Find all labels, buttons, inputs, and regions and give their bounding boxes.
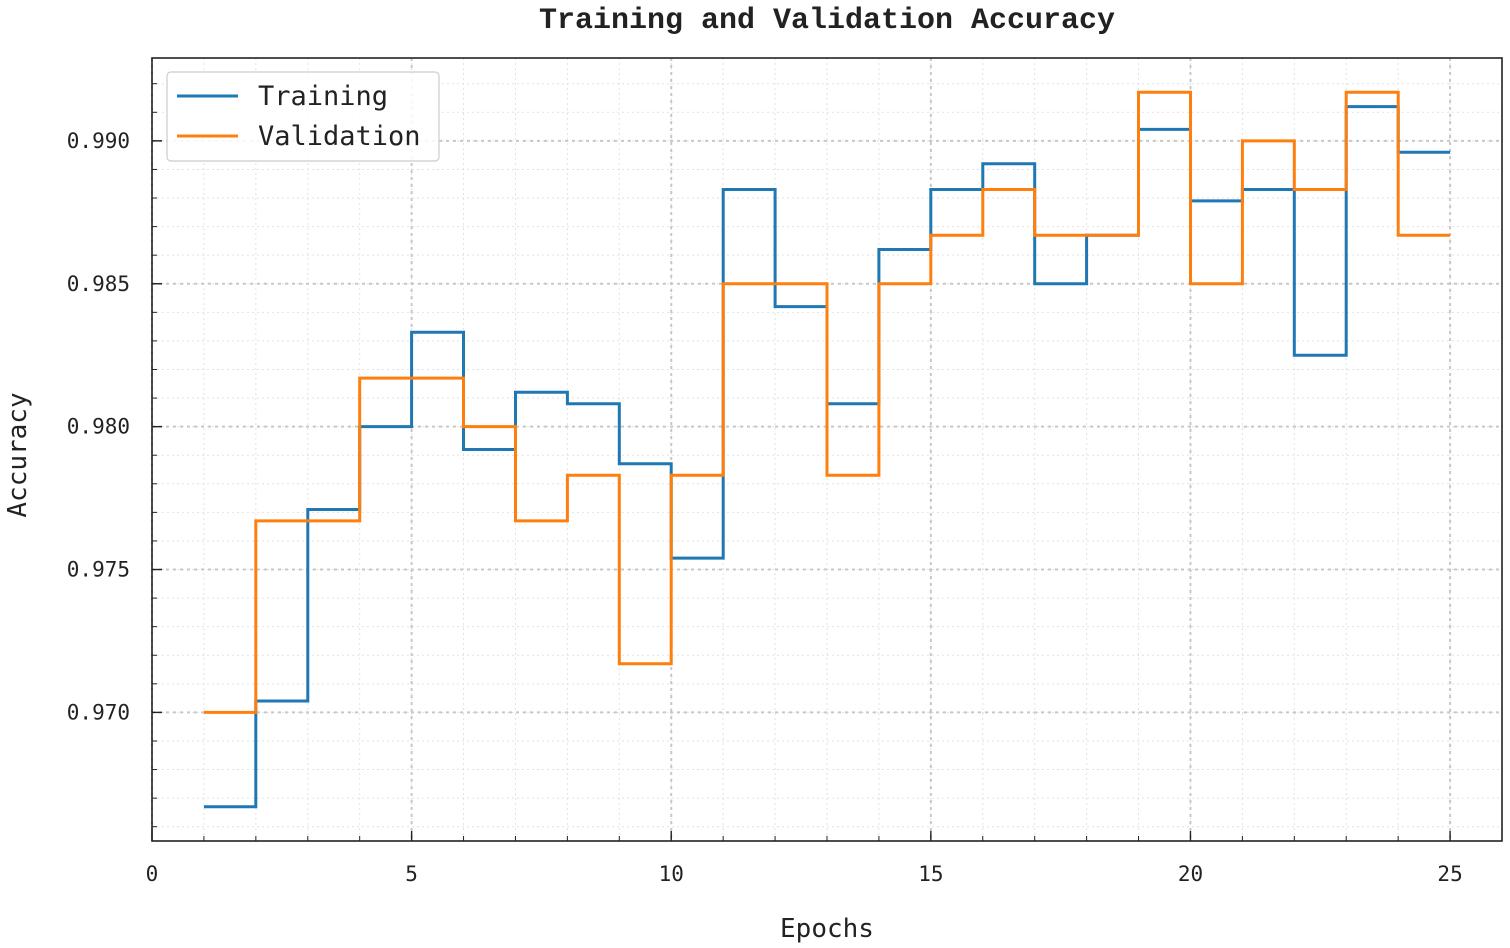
chart-title: Training and Validation Accuracy: [539, 4, 1115, 38]
series-layer: [203, 90, 1451, 809]
x-tick-label: 5: [405, 862, 418, 886]
y-tick-label: 0.970: [67, 700, 130, 724]
y-tick-label: 0.990: [67, 129, 130, 153]
y-tick-label: 0.980: [67, 415, 130, 439]
y-tick-label: 0.975: [67, 558, 130, 582]
validation-series-line: [203, 90, 1451, 714]
x-axis-label: Epochs: [780, 914, 874, 944]
legend: Training Validation: [166, 71, 440, 162]
x-tick-label: 0: [146, 862, 159, 886]
x-tick-label: 10: [659, 862, 684, 886]
legend-box: [166, 71, 440, 162]
y-axis-label: Accuracy: [3, 392, 33, 517]
ticks-layer: 0 5 10 15 20 25 0.970 0.975 0.980 0.985 0.990: [67, 83, 1503, 886]
x-tick-label: 20: [1178, 862, 1203, 886]
legend-label-validation: Validation: [258, 121, 421, 152]
x-tick-label: 25: [1437, 862, 1462, 886]
legend-label-training: Training: [258, 81, 388, 112]
y-tick-label: 0.985: [67, 272, 130, 296]
x-tick-label: 15: [918, 862, 943, 886]
